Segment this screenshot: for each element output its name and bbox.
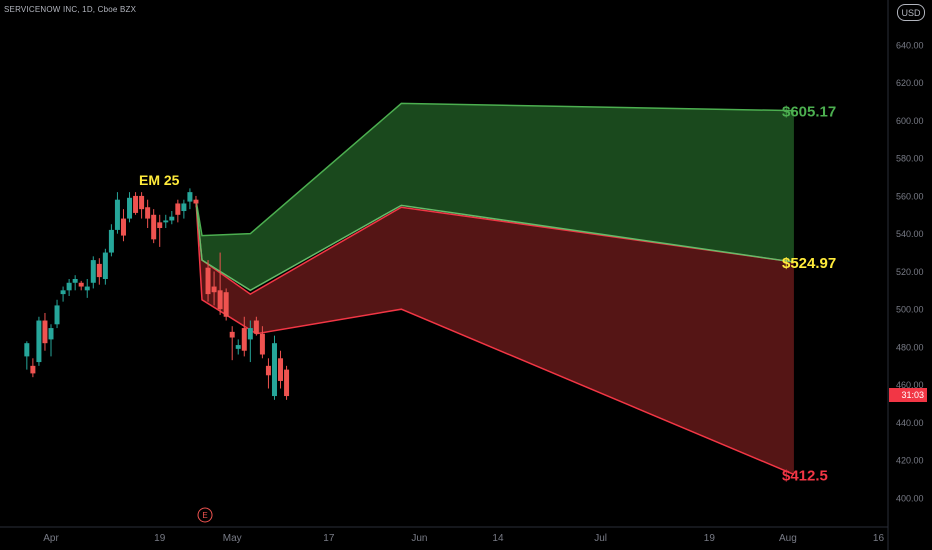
- candle-body: [66, 282, 72, 291]
- price-axis[interactable]: 400.00 420.00 440.00 460.00 480.00 500.00 520.…: [896, 40, 924, 503]
- price-tick-label: 400.00: [896, 494, 924, 504]
- last-price-tag: 31:03: [889, 388, 927, 402]
- candle-body: [217, 290, 223, 310]
- price-tick-label: 620.00: [896, 78, 924, 88]
- grid-lines: [0, 0, 889, 550]
- earnings-marker: [197, 507, 213, 523]
- price-tick-label: 520.00: [896, 267, 924, 277]
- earnings-marker-label: E: [202, 511, 207, 520]
- candle-body: [84, 286, 90, 291]
- candle-body: [181, 203, 187, 212]
- candle-body: [108, 229, 114, 253]
- candle-body: [205, 267, 211, 295]
- candle-body: [139, 195, 145, 210]
- price-tick-label: 480.00: [896, 342, 924, 352]
- candle-body: [241, 328, 247, 351]
- candle-body: [151, 214, 157, 240]
- time-tick-label: 14: [492, 533, 504, 544]
- candle-body: [278, 358, 284, 381]
- candles: [24, 188, 290, 400]
- candle-body: [284, 369, 290, 397]
- end-price-label: $524.97: [782, 255, 836, 272]
- candle-body: [169, 216, 175, 221]
- time-tick-label: 19: [154, 533, 166, 544]
- price-tick-label: 460.00: [896, 380, 924, 390]
- candle-body: [211, 286, 217, 293]
- candle-body: [271, 343, 277, 397]
- end-price-label: $412.5: [782, 467, 828, 484]
- candle-body: [259, 333, 265, 355]
- price-tick-label: 500.00: [896, 305, 924, 315]
- symbol-title: SERVICENOW INC, 1D, Cboe BZX: [4, 5, 137, 14]
- price-tick-label: 640.00: [896, 40, 924, 50]
- end-price-label: $605.17: [782, 104, 836, 121]
- em-label: EM 25: [139, 172, 180, 188]
- candle-body: [157, 222, 163, 229]
- upper-band-line: [195, 102, 794, 237]
- candle-body: [102, 252, 108, 279]
- candle-body: [72, 278, 78, 283]
- candle-body: [175, 203, 181, 215]
- currency-button[interactable]: USD: [897, 4, 925, 21]
- price-tick-label: 600.00: [896, 116, 924, 126]
- candle-body: [30, 365, 36, 374]
- candle-body: [90, 260, 96, 283]
- price-tick-label: 440.00: [896, 418, 924, 428]
- candle-body: [114, 199, 120, 230]
- candle-body: [96, 263, 102, 278]
- time-tick-label: 16: [873, 533, 885, 544]
- price-tick-label: 580.00: [896, 154, 924, 164]
- time-tick-label: May: [223, 533, 242, 544]
- candle-body: [127, 197, 133, 219]
- candle-body: [36, 320, 42, 363]
- candle-body: [223, 292, 229, 317]
- candle-body: [229, 331, 235, 338]
- candle-body: [48, 328, 54, 340]
- time-tick-label: Jun: [411, 533, 427, 544]
- price-tick-label: 560.00: [896, 191, 924, 201]
- upper-band-area: [195, 103, 794, 291]
- candle-body: [42, 320, 48, 344]
- candle-body: [54, 305, 60, 325]
- candle-body: [235, 345, 241, 349]
- candle-body: [24, 343, 30, 357]
- candle-body: [193, 199, 199, 204]
- candle-body: [247, 328, 253, 340]
- candle-body: [60, 290, 66, 295]
- candle-body: [120, 218, 126, 236]
- candle-body: [253, 320, 259, 334]
- price-tick-label: 540.00: [896, 229, 924, 239]
- time-axis[interactable]: Apr 19 May 17 Jun 14 Jul 19 Aug 16: [43, 533, 884, 544]
- candle-body: [78, 282, 84, 287]
- time-tick-label: Apr: [43, 533, 59, 544]
- candle-body: [145, 207, 151, 219]
- time-tick-label: Aug: [779, 533, 797, 544]
- time-tick-label: 19: [704, 533, 716, 544]
- price-tick-label: 420.00: [896, 456, 924, 466]
- candle-body: [133, 195, 139, 213]
- candle-body: [187, 192, 193, 202]
- time-tick-label: Jul: [594, 533, 607, 544]
- mid-band-line: [195, 199, 795, 292]
- expected-move-bands: [195, 102, 795, 476]
- time-tick-label: 17: [323, 533, 335, 544]
- chart-labels: EM 25 $605.17 $524.97 $412.5 E: [139, 104, 836, 523]
- candle-body: [163, 220, 169, 223]
- candle-body: [265, 365, 271, 376]
- lower-band-area: [195, 199, 794, 475]
